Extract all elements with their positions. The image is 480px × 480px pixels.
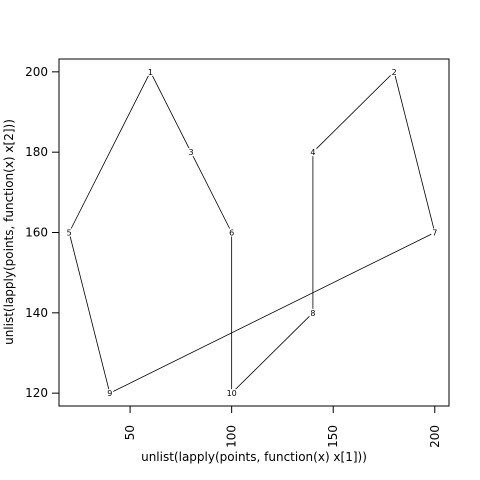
point-label: 4 <box>310 148 315 157</box>
point-label-bg <box>146 67 154 76</box>
point-label: 3 <box>188 148 193 157</box>
point-label-bg <box>390 67 398 76</box>
point-label-bg <box>309 148 317 157</box>
path-segment <box>68 71 151 233</box>
path-segment <box>109 232 435 394</box>
point-label: 1 <box>148 68 153 77</box>
y-tick-label: 180 <box>25 145 48 159</box>
path-segment <box>393 71 436 233</box>
path-segment <box>312 71 395 153</box>
point-label-bg <box>309 308 317 317</box>
y-tick-label: 200 <box>25 65 48 79</box>
path-segment <box>190 151 233 233</box>
path-segment <box>231 312 314 394</box>
point-label: 6 <box>229 229 234 238</box>
point-label: 5 <box>67 229 72 238</box>
y-tick-label: 120 <box>25 386 48 400</box>
x-tick-label: 50 <box>123 425 137 440</box>
x-axis: 50 100 150 200 <box>123 406 442 448</box>
y-tick-label: 160 <box>25 226 48 240</box>
y-axis-label: unlist(lapply(points, function(x) x[2])) <box>2 119 16 345</box>
point-label: 7 <box>432 229 437 238</box>
path-segment <box>68 232 111 394</box>
point-label-bg <box>106 389 114 398</box>
x-tick-label: 150 <box>326 425 340 448</box>
path-segment <box>150 71 192 153</box>
point-label: 8 <box>310 309 315 318</box>
x-tick-label: 100 <box>225 425 239 448</box>
point-label-bg <box>225 389 238 398</box>
point-label-bg <box>431 228 439 237</box>
point-label-bg <box>65 228 73 237</box>
point-label: 2 <box>392 68 397 77</box>
y-axis: 120 140 160 180 200 <box>25 65 59 400</box>
plot-frame <box>58 58 450 407</box>
point-label: 10 <box>227 389 237 398</box>
y-tick-label: 140 <box>25 306 48 320</box>
point-label-bg <box>228 228 236 237</box>
point-label-layer: 1 2 3 4 5 6 7 8 9 10 <box>65 67 439 398</box>
path-layer <box>68 71 436 394</box>
x-tick-label: 200 <box>428 425 442 448</box>
x-axis-label: unlist(lapply(points, function(x) x[1])) <box>141 450 367 464</box>
point-label-bg <box>187 148 195 157</box>
point-label: 9 <box>107 389 112 398</box>
